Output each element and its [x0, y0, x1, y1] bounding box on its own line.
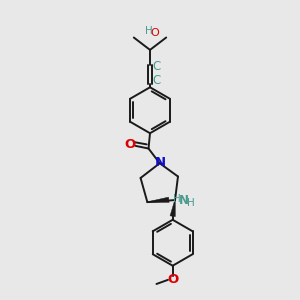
Text: H: H [187, 198, 194, 208]
Text: C: C [152, 74, 160, 87]
Text: H: H [145, 26, 152, 36]
Text: O: O [124, 138, 135, 151]
Polygon shape [147, 197, 169, 203]
Text: H: H [173, 194, 181, 204]
Text: N: N [178, 194, 189, 207]
Text: C: C [152, 60, 160, 73]
Text: O: O [150, 28, 159, 38]
Text: N: N [154, 156, 166, 169]
Polygon shape [170, 200, 175, 217]
Text: O: O [167, 273, 178, 286]
